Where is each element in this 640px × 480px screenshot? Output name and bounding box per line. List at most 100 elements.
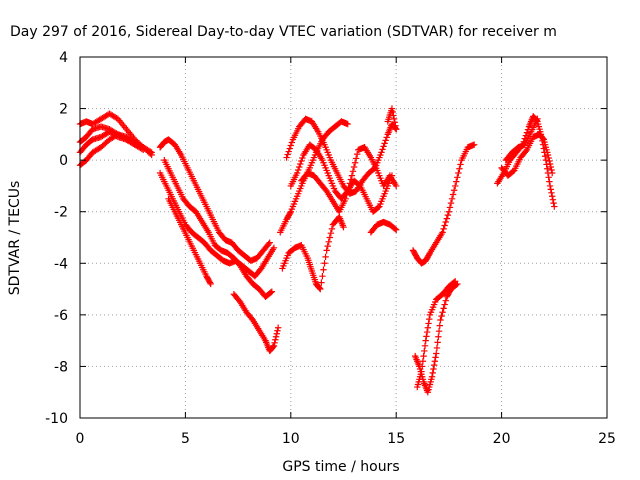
data-point: [539, 135, 547, 142]
data-point: [286, 145, 293, 152]
data-point: [450, 278, 458, 286]
data-point: [344, 120, 351, 128]
data-point: [548, 169, 556, 177]
data-series: [230, 291, 282, 355]
data-point: [421, 347, 428, 355]
data-point: [438, 312, 445, 320]
data-point: [551, 203, 558, 210]
data-point: [270, 342, 278, 349]
data-point: [375, 204, 382, 211]
data-points: [76, 105, 558, 396]
data-point: [390, 115, 398, 123]
data-point: [449, 191, 457, 198]
data-point: [443, 215, 450, 222]
x-tick-label: 0: [76, 431, 85, 447]
data-point: [422, 337, 429, 344]
data-series: [161, 156, 276, 301]
data-point: [298, 157, 305, 165]
data-point: [284, 151, 291, 158]
data-point: [430, 361, 438, 369]
data-point: [352, 155, 360, 162]
data-point: [441, 222, 448, 229]
y-tick-label: 4: [59, 50, 68, 66]
data-point: [349, 168, 357, 175]
data-point: [544, 151, 552, 159]
data-series: [76, 110, 155, 156]
y-tick-label: -2: [54, 205, 68, 221]
data-series: [277, 118, 351, 236]
data-series: [498, 131, 556, 179]
data-point: [423, 333, 430, 340]
y-tick-label: -10: [45, 411, 68, 427]
data-point: [433, 344, 441, 352]
data-point: [425, 320, 432, 327]
data-point: [391, 119, 398, 126]
x-axis-label: GPS time / hours: [282, 459, 399, 475]
data-point: [546, 178, 553, 185]
data-point: [319, 272, 326, 280]
data-point: [439, 309, 446, 316]
data-point: [393, 182, 400, 190]
data-point: [426, 315, 433, 323]
data-point: [442, 218, 449, 226]
x-tick-label: 15: [387, 431, 405, 447]
data-point: [270, 244, 278, 252]
data-point: [541, 153, 549, 160]
data-point: [293, 169, 301, 177]
data-point: [534, 115, 541, 123]
data-point: [207, 280, 214, 288]
data-point: [297, 160, 304, 168]
data-point: [445, 208, 453, 215]
data-point: [435, 327, 443, 335]
data-point: [140, 146, 147, 154]
data-point: [382, 137, 389, 144]
data-point: [381, 140, 388, 147]
data-point: [344, 187, 351, 195]
data-point: [446, 204, 454, 211]
data-point: [430, 365, 437, 373]
x-tick-label: 20: [493, 431, 511, 447]
y-tick-label: 2: [59, 102, 68, 118]
y-tick-label: -6: [54, 308, 68, 324]
data-point: [444, 211, 452, 219]
data-series: [76, 128, 139, 156]
data-point: [420, 352, 427, 360]
data-point: [455, 169, 462, 177]
data-point: [544, 165, 551, 172]
data-point: [545, 174, 552, 181]
data-point: [343, 191, 350, 199]
data-point: [548, 193, 556, 200]
data-point: [442, 297, 449, 304]
data-point: [523, 129, 531, 136]
data-point: [548, 166, 555, 174]
data-point: [324, 242, 331, 250]
data-point: [439, 229, 446, 236]
data-point: [272, 333, 280, 340]
data-point: [317, 285, 324, 293]
data-point: [434, 339, 441, 346]
data-point: [288, 139, 296, 146]
data-point: [453, 178, 460, 185]
data-point: [130, 140, 137, 148]
data-point: [380, 143, 387, 150]
y-tick-label: -8: [54, 359, 68, 375]
data-series: [298, 144, 400, 215]
data-point: [274, 327, 281, 334]
data-point: [452, 278, 459, 285]
data-point: [545, 154, 552, 162]
data-series: [414, 278, 459, 391]
data-point: [286, 209, 294, 217]
data-point: [206, 279, 214, 286]
data-point: [423, 328, 431, 336]
data-point: [388, 105, 396, 112]
data-point: [546, 160, 554, 168]
data-point: [435, 333, 442, 340]
data-point: [318, 279, 325, 286]
data-series: [502, 115, 541, 164]
data-point: [447, 199, 455, 207]
data-point: [378, 149, 385, 156]
y-tick-label: -4: [54, 256, 68, 272]
data-point: [436, 322, 443, 329]
data-point: [327, 230, 335, 237]
